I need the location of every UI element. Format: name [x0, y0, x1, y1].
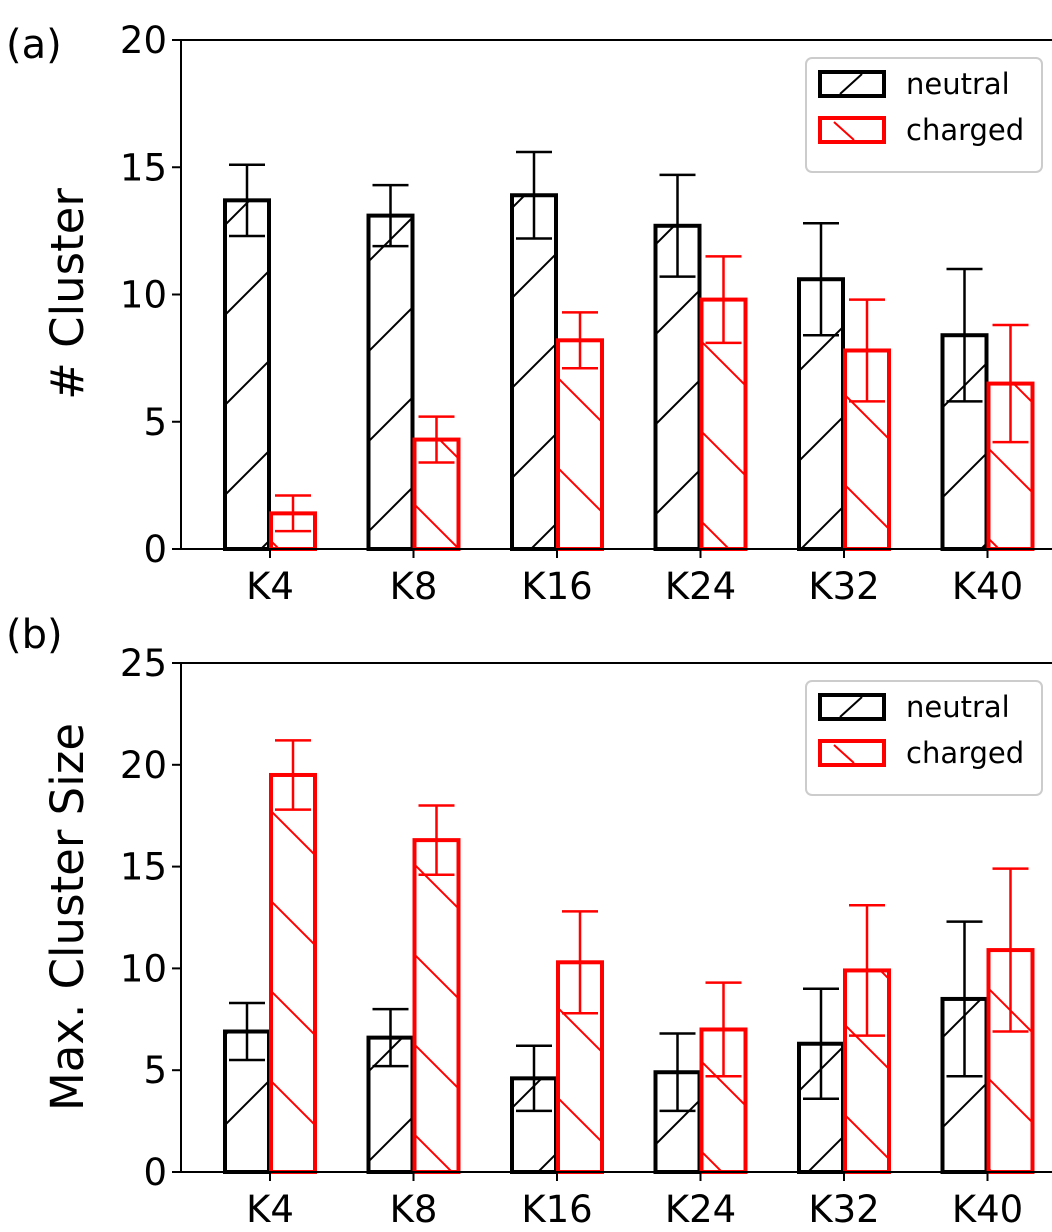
panel-a-bar-neutral-k16	[510, 193, 558, 551]
panel-b-plot-area: 0 5 10 15 20 25 K4 K8 K16 K24 K32 K40 neutral charged	[120, 642, 1052, 1231]
panel-a-bar-charged-k16	[556, 338, 604, 551]
panel-b-y-tick-label: 5	[143, 1049, 167, 1092]
panel-b-x-tick-label-k40: K40	[952, 1188, 1023, 1231]
panel-a: (a) # Cluster 0 5 10 15 20 K4 K8 K16 K24 K32 K40 ne…	[6, 19, 1052, 608]
panel-a-y-tick-label: 10	[120, 274, 167, 317]
panel-a-x-tick-label-k16: K16	[521, 565, 592, 608]
panel-b-y-tick-label: 15	[120, 846, 167, 889]
panel-a-y-tick-label: 15	[120, 146, 167, 189]
panel-b: (b) Max. Cluster Size 0 5 10 15 20 25 K4 K8 K16 K…	[6, 612, 1052, 1231]
panel-b-y-tick-label: 0	[143, 1151, 167, 1194]
panel-a-x-tick-label-k8: K8	[390, 565, 438, 608]
panel-a-y-axis-title: # Cluster	[41, 188, 94, 400]
panel-a-legend-hatch-charged	[833, 121, 855, 141]
panel-b-x-tick-label-k24: K24	[665, 1188, 736, 1231]
panel-a-tag: (a)	[6, 22, 62, 68]
panel-b-x-tick-label-k32: K32	[808, 1188, 879, 1231]
panel-a-x-tick-label-k32: K32	[808, 565, 879, 608]
panel-a-axes-frame	[180, 39, 1052, 550]
panel-b-y-tick-label: 10	[120, 947, 167, 990]
panel-a-x-tick-label-k24: K24	[665, 565, 736, 608]
panel-b-y-axis-title: Max. Cluster Size	[41, 723, 94, 1111]
panel-b-x-tick-label-k8: K8	[390, 1188, 438, 1231]
panel-b-x-tick-label-k4: K4	[246, 1188, 294, 1231]
panel-b-bar-charged-k8	[412, 838, 461, 1175]
panel-a-y-tick-label: 0	[143, 528, 167, 571]
panel-a-bar-neutral-k8	[366, 213, 415, 551]
panel-b-legend-hatch-neutral	[839, 696, 863, 718]
panel-b-legend-hatch-charged	[833, 744, 855, 764]
panel-a-y-tick-label: 20	[120, 19, 167, 62]
panel-b-legend-label-charged: charged	[906, 736, 1024, 770]
panel-b-y-tick-label: 20	[120, 744, 167, 787]
panel-a-legend-hatch-neutral	[839, 73, 863, 95]
panel-b-y-tick-label: 25	[120, 642, 167, 685]
panel-a-y-tick-label: 5	[143, 401, 167, 444]
panel-b-tag: (b)	[6, 612, 63, 658]
panel-a-legend-label-neutral: neutral	[906, 67, 1010, 101]
panel-b-bar-charged-k4	[269, 772, 317, 1174]
panel-a-plot-area: 0 5 10 15 20 K4 K8 K16 K24 K32 K40 neutral charged	[120, 19, 1052, 608]
panel-b-x-tick-label-k16: K16	[521, 1188, 592, 1231]
panel-a-bar-neutral-k4	[223, 198, 271, 552]
panel-b-legend-label-neutral: neutral	[906, 690, 1010, 724]
panel-a-x-tick-label-k40: K40	[952, 565, 1023, 608]
panel-b-legend: neutral charged	[805, 680, 1043, 796]
panel-a-legend: neutral charged	[805, 57, 1043, 173]
panel-a-legend-label-charged: charged	[906, 113, 1024, 147]
panel-a-x-tick-label-k4: K4	[246, 565, 294, 608]
panel-b-legend-swatch-neutral	[818, 693, 886, 721]
panel-b-axes-frame	[180, 662, 1052, 1173]
